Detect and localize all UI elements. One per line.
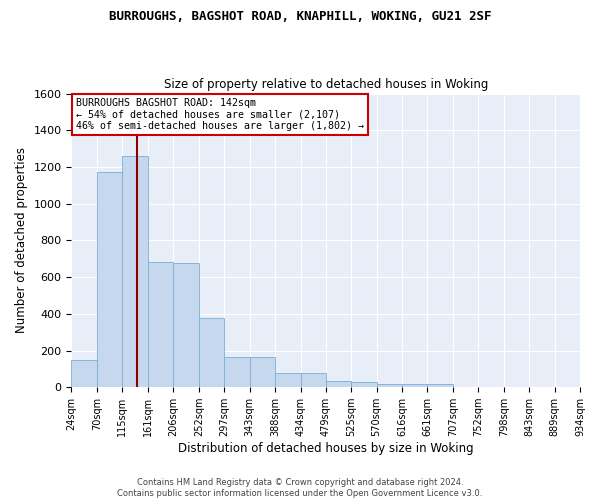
Bar xyxy=(402,384,427,387)
Bar xyxy=(301,373,326,387)
Text: Contains HM Land Registry data © Crown copyright and database right 2024.
Contai: Contains HM Land Registry data © Crown c… xyxy=(118,478,482,498)
Bar xyxy=(275,372,301,387)
Bar xyxy=(122,156,148,387)
Bar xyxy=(148,262,173,387)
Bar xyxy=(71,360,97,387)
Text: BURROUGHS BAGSHOT ROAD: 142sqm
← 54% of detached houses are smaller (2,107)
46% : BURROUGHS BAGSHOT ROAD: 142sqm ← 54% of … xyxy=(76,98,364,131)
Bar xyxy=(377,384,402,387)
Y-axis label: Number of detached properties: Number of detached properties xyxy=(15,148,28,334)
Bar xyxy=(427,384,453,387)
X-axis label: Distribution of detached houses by size in Woking: Distribution of detached houses by size … xyxy=(178,442,473,455)
Bar xyxy=(326,381,352,387)
Bar xyxy=(352,382,377,387)
Bar xyxy=(199,318,224,387)
Bar xyxy=(250,357,275,387)
Title: Size of property relative to detached houses in Woking: Size of property relative to detached ho… xyxy=(164,78,488,91)
Bar xyxy=(97,172,122,387)
Bar xyxy=(173,264,199,387)
Bar xyxy=(224,357,250,387)
Text: BURROUGHS, BAGSHOT ROAD, KNAPHILL, WOKING, GU21 2SF: BURROUGHS, BAGSHOT ROAD, KNAPHILL, WOKIN… xyxy=(109,10,491,23)
